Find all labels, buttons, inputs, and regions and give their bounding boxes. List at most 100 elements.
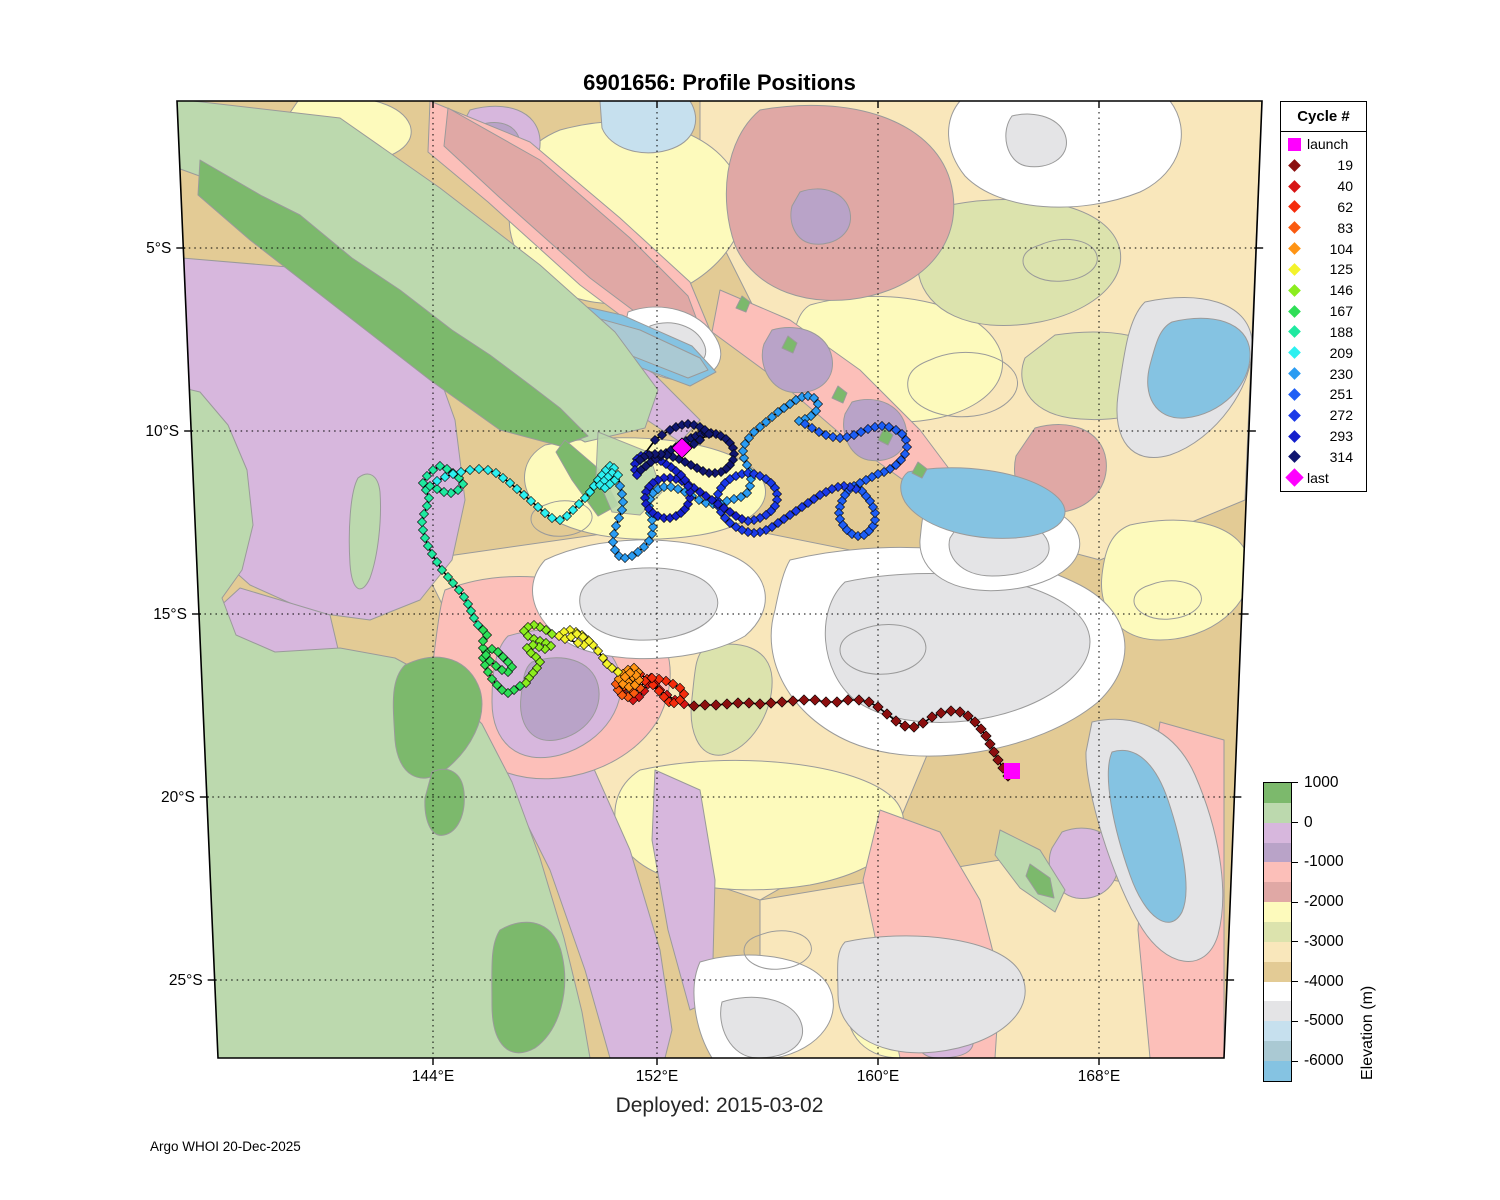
legend-item-label: 104 [1329,240,1353,257]
profile-marker [567,504,579,516]
profile-marker [899,448,911,460]
legend-item-label: 19 [1337,157,1353,174]
profile-marker [754,421,766,433]
profile-marker [672,483,684,495]
profile-marker [656,429,668,441]
legend-item-314: 314 [1281,446,1366,467]
profile-marker [607,536,619,548]
profile-marker [735,491,747,503]
profile-marker [480,649,492,661]
profile-marker [610,520,622,532]
colorbar-tick [1292,822,1298,824]
marker-glyph [1287,179,1301,193]
profile-marker [796,501,808,513]
lat-tick-label: 10°S [145,423,179,440]
lon-tick-label: 160°E [857,1068,899,1085]
profile-marker [421,470,433,482]
profile-marker [472,619,484,631]
profile-marker [802,497,814,509]
colorbar-tick-label: 1000 [1304,774,1339,791]
colorbar-tick-label: -4000 [1304,972,1344,990]
profile-marker [799,418,811,430]
profile-marker [477,635,489,647]
marker-glyph [1287,137,1301,151]
profile-marker [719,512,731,524]
profile-marker [935,707,947,719]
profile-marker [646,672,658,684]
profile-marker [895,454,907,466]
colorbar-tick [1292,861,1298,863]
map-border [176,100,1263,1059]
profile-marker [539,507,551,519]
profile-marker [908,721,920,733]
legend-item-label: 167 [1329,303,1353,320]
profile-marker [772,517,784,529]
profile-marker [813,426,825,438]
legend-item-19: 19 [1281,155,1366,176]
colorbar-tick-label: 0 [1304,813,1313,831]
marker-glyph [1287,283,1301,297]
last-marker [671,437,693,459]
profile-marker [744,480,756,492]
legend-item-label: 146 [1329,282,1353,299]
map-frame: 144°E 152°E 160°E 168°E 5°S 10°S 15°S 20°S 25°S [145,100,1264,1085]
lat-tick-label: 20°S [161,789,195,806]
profile-marker [632,546,644,558]
profile-marker [624,667,636,679]
lat-tick-label: 5°S [146,240,171,257]
legend-item-62: 62 [1281,196,1366,217]
profile-marker [613,512,625,524]
profile-marker [814,489,826,501]
profile-marker [820,696,832,708]
profile-marker [518,489,530,501]
profile-marker [572,637,584,649]
profile-marker [831,696,843,708]
profile-marker [703,428,715,440]
profile-marker [619,671,631,683]
profile-marker [458,591,470,603]
profile-marker [422,540,434,552]
legend: Cycle # launch 19 40 62 83 104 125 146 167 188 209… [1280,101,1367,492]
profile-marker [984,738,996,750]
profile-marker [647,679,659,691]
profile-marker [810,405,822,417]
legend-item-label: launch [1307,136,1349,153]
profile-marker [730,510,742,522]
profile-marker [416,516,428,528]
profile-marker [514,680,526,692]
legend-diamond-marker [1281,263,1307,276]
profile-marker [584,486,596,498]
profile-marker [730,521,742,533]
colorbar-tick-label: -5000 [1304,1012,1344,1030]
profile-marker [712,498,724,510]
colorbar-axis-label: Elevation (m) [1359,985,1376,1080]
profile-marker [592,645,604,657]
profile-marker [491,679,503,691]
cycle-markers-125 [553,624,624,678]
legend-item-251: 251 [1281,384,1366,405]
legend-item-209: 209 [1281,342,1366,363]
profile-marker [975,723,987,735]
profile-marker [452,484,464,496]
cycle-markers-167 [477,624,526,699]
profile-marker [693,494,705,506]
profile-marker [441,463,453,475]
profile-marker [442,571,454,583]
profile-marker [766,411,778,423]
legend-square-marker [1281,137,1307,151]
profile-marker [561,510,573,522]
profile-marker [614,480,626,492]
marker-glyph [1287,263,1301,276]
profile-marker [423,492,435,504]
profile-marker [754,698,766,710]
legend-item-label: 230 [1329,365,1353,382]
profile-marker [827,431,839,443]
legend-item-label: 251 [1329,386,1353,403]
legend-item-label: 83 [1337,219,1353,236]
profile-marker [579,492,591,504]
profile-marker [899,720,911,732]
marker-glyph [1287,408,1301,422]
colorbar-tick-label: -1000 [1304,853,1344,871]
profile-marker [694,434,706,446]
lon-tick-label: 144°E [412,1068,454,1085]
